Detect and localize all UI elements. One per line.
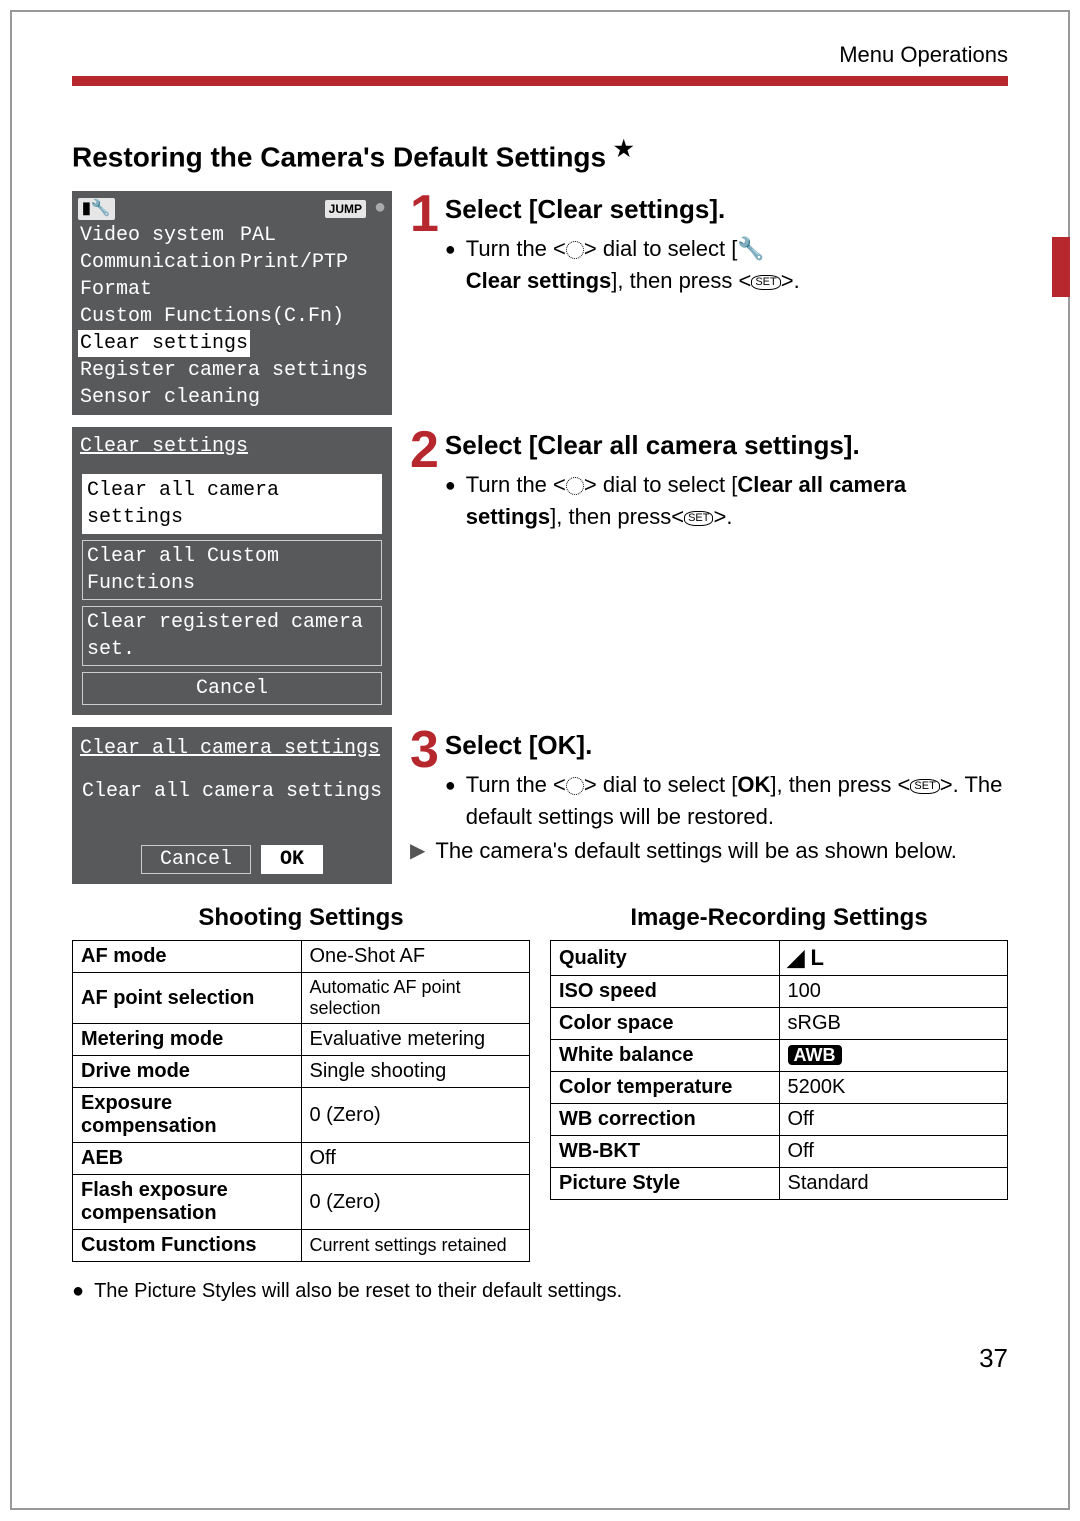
- step-bullet: ● Turn the <> dial to select [OK], then …: [445, 769, 1008, 833]
- screen2-option: Clear registered camera set.: [82, 606, 382, 666]
- menu-row: Register camera settings: [76, 357, 388, 384]
- footnote: ● The Picture Styles will also be reset …: [72, 1280, 1008, 1303]
- step-heading: Select [OK].: [410, 727, 1008, 765]
- step-heading: Select [Clear all camera settings].: [410, 427, 1008, 465]
- screen3-title: Clear all camera settings: [76, 731, 388, 772]
- page-number: 37: [72, 1343, 1008, 1374]
- set-icon: SET: [684, 511, 713, 526]
- menu-row: Custom Functions(C.Fn): [76, 303, 388, 330]
- step-bullet: ● Turn the <> dial to select [🔧 Clear se…: [445, 233, 1008, 297]
- bullet-text: The camera's default settings will be as…: [435, 835, 956, 867]
- set-icon: SET: [751, 275, 780, 290]
- table-row: Flash exposure compensation0 (Zero): [73, 1175, 530, 1230]
- table-row: Custom FunctionsCurrent settings retaine…: [73, 1230, 530, 1262]
- jump-badge: JUMP: [325, 200, 366, 218]
- menu-row: Sensor cleaning: [76, 384, 388, 411]
- dot-icon: ●: [374, 195, 386, 222]
- screen2-option: Clear all camera settings: [82, 474, 382, 534]
- footnote-text: The Picture Styles will also be reset to…: [94, 1280, 622, 1303]
- bullet-dot-icon: ●: [72, 1280, 84, 1303]
- dial-icon: [566, 777, 584, 795]
- dial-icon: [566, 477, 584, 495]
- ok-button: OK: [261, 845, 323, 874]
- camera-screen-2: Clear settings Clear all camera settings…: [72, 427, 392, 715]
- table-row: Exposure compensation0 (Zero): [73, 1088, 530, 1143]
- arrow-icon: ▶: [410, 835, 425, 867]
- table-row: Metering modeEvaluative metering: [73, 1024, 530, 1056]
- bullet-dot-icon: ●: [445, 769, 456, 833]
- screen2-option: Clear all Custom Functions: [82, 540, 382, 600]
- side-tab: [1052, 237, 1070, 297]
- camera-screen-3: Clear all camera settings Clear all came…: [72, 727, 392, 884]
- step-2-row: Clear settings Clear all camera settings…: [72, 427, 1008, 715]
- section-title: Restoring the Camera's Default Settings …: [72, 136, 1008, 173]
- menu-row: Format: [76, 276, 388, 303]
- step-1-text: 1 Select [Clear settings]. ● Turn the <>…: [410, 191, 1008, 415]
- image-recording-table-wrap: Image-Recording Settings Quality◢ L ISO …: [550, 904, 1008, 1262]
- step-heading: Select [Clear settings].: [410, 191, 1008, 229]
- awb-badge: AWB: [788, 1045, 842, 1065]
- star-icon: ★: [614, 136, 634, 161]
- screen3-buttons: Cancel OK: [76, 845, 388, 880]
- table-row: AF point selectionAutomatic AF point sel…: [73, 973, 530, 1024]
- image-recording-table: Quality◢ L ISO speed100 Color spacesRGB …: [550, 940, 1008, 1200]
- quality-icon: ◢ L: [788, 945, 824, 970]
- step-bullet: ▶ The camera's default settings will be …: [410, 835, 1008, 867]
- step-2-text: 2 Select [Clear all camera settings]. ● …: [410, 427, 1008, 715]
- table-row: Color spacesRGB: [551, 1008, 1008, 1040]
- menu-row: CommunicationPrint/PTP: [76, 249, 388, 276]
- bullet-dot-icon: ●: [445, 469, 456, 533]
- step-number: 1: [410, 191, 439, 238]
- bullet-dot-icon: ●: [445, 233, 456, 297]
- step-bullet: ● Turn the <> dial to select [Clear all …: [445, 469, 1008, 533]
- wrench-icon: 🔧: [737, 236, 764, 261]
- table-row: WB-BKTOff: [551, 1136, 1008, 1168]
- screen3-message: Clear all camera settings: [76, 772, 388, 845]
- accent-bar: [72, 76, 1008, 86]
- menu-row-highlight: Clear settings: [76, 330, 388, 357]
- table-title: Image-Recording Settings: [550, 904, 1008, 932]
- table-row: Drive modeSingle shooting: [73, 1056, 530, 1088]
- step-number: 2: [410, 427, 439, 474]
- table-row: Quality◢ L: [551, 941, 1008, 976]
- table-row: WB correctionOff: [551, 1104, 1008, 1136]
- screen2-option: Cancel: [82, 672, 382, 705]
- manual-page: Menu Operations Restoring the Camera's D…: [10, 10, 1070, 1510]
- wrench-tab-icon: ▮🔧: [78, 198, 115, 220]
- menu-row: Video systemPAL: [76, 222, 388, 249]
- shooting-settings-table: AF modeOne-Shot AF AF point selectionAut…: [72, 940, 530, 1262]
- set-icon: SET: [910, 779, 939, 794]
- camera-screen-1: ▮🔧 JUMP ● Video systemPAL CommunicationP…: [72, 191, 392, 415]
- dial-icon: [566, 241, 584, 259]
- bullet-text: Turn the <> dial to select [🔧 Clear sett…: [466, 233, 800, 297]
- table-row: ISO speed100: [551, 976, 1008, 1008]
- table-row: AEBOff: [73, 1143, 530, 1175]
- tables-row: Shooting Settings AF modeOne-Shot AF AF …: [72, 904, 1008, 1262]
- step-number: 3: [410, 727, 439, 774]
- step-3-row: Clear all camera settings Clear all came…: [72, 727, 1008, 884]
- step-1-row: ▮🔧 JUMP ● Video systemPAL CommunicationP…: [72, 191, 1008, 415]
- screen1-tabs: ▮🔧 JUMP ●: [76, 195, 388, 222]
- bullet-text: Turn the <> dial to select [OK], then pr…: [466, 769, 1008, 833]
- shooting-settings-table-wrap: Shooting Settings AF modeOne-Shot AF AF …: [72, 904, 530, 1262]
- step-3-text: 3 Select [OK]. ● Turn the <> dial to sel…: [410, 727, 1008, 884]
- table-row: Color temperature5200K: [551, 1072, 1008, 1104]
- breadcrumb: Menu Operations: [72, 42, 1008, 68]
- screen2-title: Clear settings: [76, 431, 388, 468]
- bullet-text: Turn the <> dial to select [Clear all ca…: [466, 469, 1008, 533]
- cancel-button: Cancel: [141, 845, 251, 874]
- table-row: AF modeOne-Shot AF: [73, 941, 530, 973]
- table-title: Shooting Settings: [72, 904, 530, 932]
- section-title-text: Restoring the Camera's Default Settings: [72, 141, 606, 172]
- table-row: White balanceAWB: [551, 1040, 1008, 1072]
- table-row: Picture StyleStandard: [551, 1168, 1008, 1200]
